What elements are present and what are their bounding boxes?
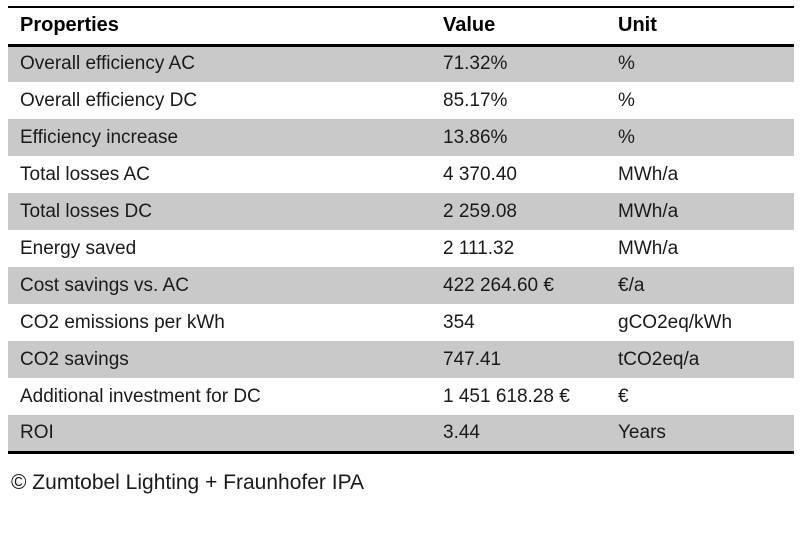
unit-cell: tCO2eq/a xyxy=(618,341,794,378)
unit-cell: % xyxy=(618,45,794,82)
unit-cell: % xyxy=(618,82,794,119)
value-cell: 1 451 618.28 € xyxy=(443,378,618,415)
table-body: Overall efficiency AC 71.32%% Overall effi… xyxy=(8,45,794,452)
unit-cell: Years xyxy=(618,415,794,452)
unit-cell: MWh/a xyxy=(618,230,794,267)
property-cell: Overall efficiency DC xyxy=(8,82,443,119)
value-cell: 2 111.32 xyxy=(443,230,618,267)
column-header-properties: Properties xyxy=(8,7,443,47)
table-row: Additional investment for DC 1 451 618.28… xyxy=(8,378,794,415)
unit-cell: gCO2eq/kWh xyxy=(618,304,794,341)
property-cell: CO2 savings xyxy=(8,341,443,378)
table-row: Energy saved 2 111.32 MWh/a xyxy=(8,230,794,267)
unit-cell: MWh/a xyxy=(618,156,794,193)
unit-cell: €/a xyxy=(618,267,794,304)
unit-cell: MWh/a xyxy=(618,193,794,230)
table-row: Total losses AC 4 370.40 MWh/a xyxy=(8,156,794,193)
value-cell: 85.17% xyxy=(443,82,618,119)
property-cell: Overall efficiency AC xyxy=(8,45,443,82)
property-cell: Additional investment for DC xyxy=(8,378,443,415)
table-header: Properties Value Unit xyxy=(8,7,794,47)
property-cell: ROI xyxy=(8,415,443,452)
unit-cell: % xyxy=(618,119,794,156)
table-row: Total losses DC 2 259.08 MWh/a xyxy=(8,193,794,230)
column-header-unit: Unit xyxy=(618,7,794,47)
value-cell: 71.32% xyxy=(443,45,618,82)
value-cell: 422 264.60 € xyxy=(443,267,618,304)
value-cell: 13.86% xyxy=(443,119,618,156)
property-cell: CO2 emissions per kWh xyxy=(8,304,443,341)
property-cell: Efficiency increase xyxy=(8,119,443,156)
table-row: Overall efficiency DC 85.17%% xyxy=(8,82,794,119)
value-cell: 3.44 xyxy=(443,415,618,452)
table-row: CO2 savings 747.41 tCO2eq/a xyxy=(8,341,794,378)
value-cell: 354 xyxy=(443,304,618,341)
copyright-credit: © Zumtobel Lighting + Fraunhofer IPA xyxy=(11,471,365,494)
table-row: ROI 3.44 Years xyxy=(8,415,794,452)
unit-cell: € xyxy=(618,378,794,415)
value-cell: 4 370.40 xyxy=(443,156,618,193)
property-cell: Cost savings vs. AC xyxy=(8,267,443,304)
property-cell: Energy saved xyxy=(8,230,443,267)
table-row: Cost savings vs. AC 422 264.60 € €/a xyxy=(8,267,794,304)
table-row: Overall efficiency AC 71.32%% xyxy=(8,45,794,82)
header-row: Properties Value Unit xyxy=(8,7,794,47)
property-cell: Total losses AC xyxy=(8,156,443,193)
value-cell: 2 259.08 xyxy=(443,193,618,230)
value-cell: 747.41 xyxy=(443,341,618,378)
property-cell: Total losses DC xyxy=(8,193,443,230)
column-header-value: Value xyxy=(443,7,618,47)
table-row: CO2 emissions per kWh 354 gCO2eq/kWh xyxy=(8,304,794,341)
properties-table: Properties Value Unit Overall efficiency… xyxy=(8,6,794,454)
table-row: Efficiency increase 13.86%% xyxy=(8,119,794,156)
